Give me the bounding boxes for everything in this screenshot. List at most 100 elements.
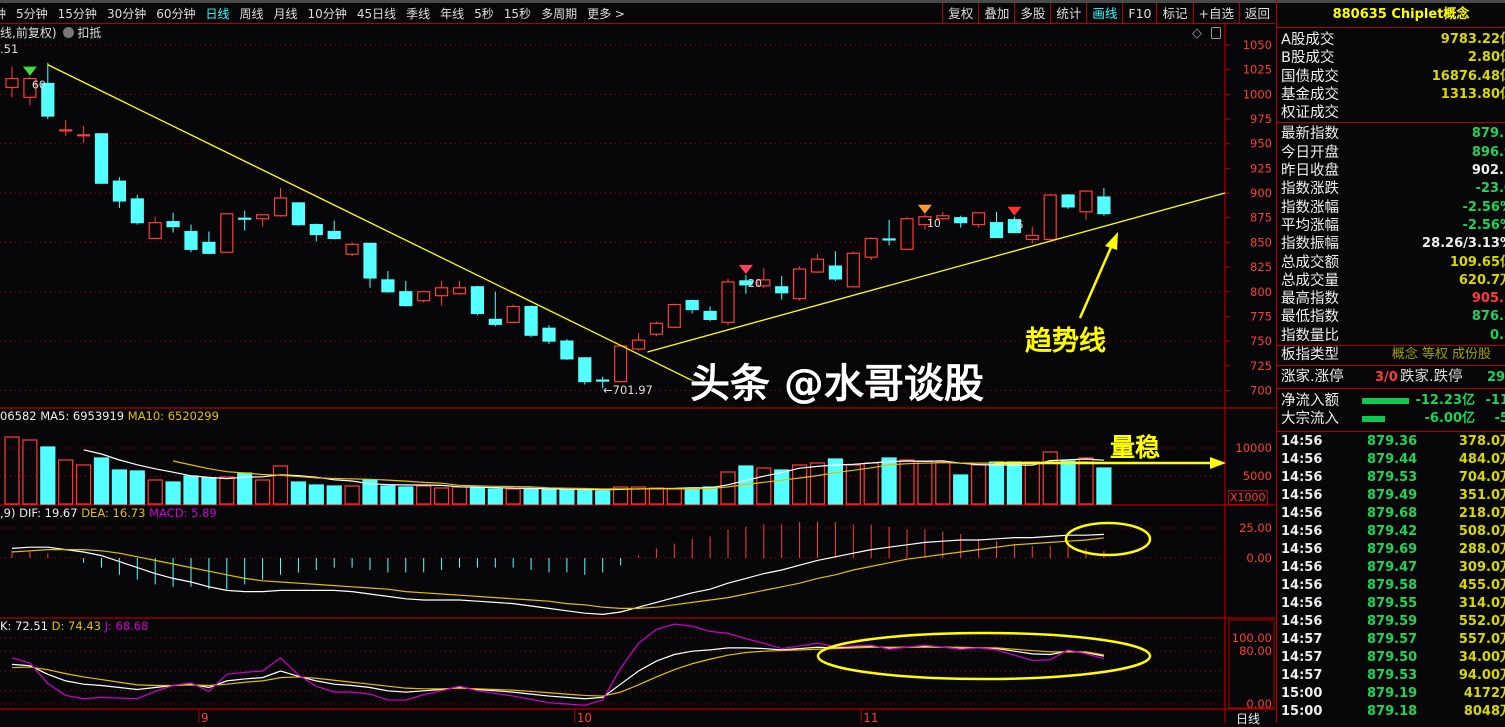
marker-label: 20 bbox=[748, 277, 762, 290]
toolbar-button[interactable]: 叠加 bbox=[978, 3, 1014, 24]
volume-bar bbox=[5, 437, 19, 504]
month-label: 11 bbox=[863, 711, 878, 723]
stats-section: 最新指数879.1今日开盘896.9昨日收盘902.2指数涨跌-23.0指数涨幅… bbox=[1277, 123, 1505, 346]
period-tab[interactable]: 多周期 bbox=[541, 5, 577, 22]
volume-bar bbox=[972, 465, 986, 504]
volume-bar bbox=[202, 478, 216, 504]
toolbar-button[interactable]: 统计 bbox=[1050, 3, 1086, 24]
tick-price: 879.50 bbox=[1367, 649, 1412, 667]
price-tick-label: 775 bbox=[1250, 309, 1272, 323]
tick-price: 879.53 bbox=[1367, 469, 1412, 487]
volume-bar bbox=[1007, 462, 1021, 504]
volume-bar bbox=[184, 476, 198, 504]
toolbar-button[interactable]: 画线 bbox=[1086, 3, 1122, 24]
volume-bar bbox=[453, 487, 467, 504]
period-tabs: 钟 5分钟 15分钟 30分钟 60分钟日线周线月线 10分钟 45日线季线年线 5秒 15秒多… bbox=[0, 5, 635, 22]
price-tick-label: 750 bbox=[1250, 334, 1272, 348]
period-tab[interactable]: 5分钟 bbox=[16, 5, 48, 22]
candle bbox=[615, 346, 627, 382]
volume-bar bbox=[435, 488, 449, 504]
tick-time: 14:57 bbox=[1281, 631, 1322, 649]
volume-bar bbox=[148, 480, 162, 504]
koudi-toggle-icon[interactable] bbox=[63, 27, 74, 38]
candle bbox=[633, 340, 645, 349]
volume-bar bbox=[811, 463, 825, 504]
period-tab[interactable]: 周线 bbox=[240, 5, 264, 22]
volume-bar bbox=[596, 491, 610, 504]
quote-panel: 880635 Chiplet概念 A股成交9783.22亿B股成交2.80亿国债… bbox=[1276, 0, 1505, 723]
volume-bar bbox=[220, 477, 234, 504]
candle bbox=[221, 214, 233, 252]
candle bbox=[597, 380, 609, 381]
tick-volume: 552.0万 bbox=[1459, 613, 1505, 631]
down-label: 跌家.跌停 bbox=[1400, 366, 1463, 389]
candle bbox=[847, 253, 859, 287]
period-tab[interactable]: 45日线 bbox=[357, 5, 396, 22]
period-tab[interactable]: 日线 bbox=[206, 5, 230, 22]
period-tab[interactable]: 更多 > bbox=[587, 5, 625, 22]
diamond-icon[interactable]: ◇ bbox=[1192, 26, 1202, 41]
period-tab[interactable]: 5秒 bbox=[474, 5, 494, 22]
volume-bar bbox=[936, 462, 950, 504]
chart-header: 线,前复权) 扣抵 bbox=[0, 26, 101, 40]
period-tab[interactable]: 30分钟 bbox=[107, 5, 146, 22]
kdj-j: J: 68.68 bbox=[105, 619, 149, 633]
candle bbox=[722, 282, 734, 322]
stat-value: 876.8 bbox=[1472, 308, 1505, 326]
candle bbox=[454, 288, 466, 294]
volume-bar bbox=[95, 458, 109, 504]
koudi-label[interactable]: 扣抵 bbox=[77, 26, 101, 40]
tick-time: 14:56 bbox=[1281, 487, 1322, 505]
toolbar-button[interactable]: 多股 bbox=[1014, 3, 1050, 24]
candle bbox=[203, 242, 215, 253]
period-tab[interactable]: 15秒 bbox=[504, 5, 531, 22]
adjust-mode[interactable]: 线,前复权) bbox=[0, 26, 57, 40]
stat-label: 最新指数 bbox=[1281, 125, 1339, 143]
period-tab[interactable]: 15分钟 bbox=[58, 5, 97, 22]
tick-price: 879.58 bbox=[1367, 577, 1412, 595]
kline-chart[interactable]: 1050102510009759509259008758508258007757… bbox=[0, 0, 1275, 723]
toolbar-button[interactable]: 标记 bbox=[1156, 3, 1192, 24]
toolbar-button[interactable]: 返回 bbox=[1239, 3, 1275, 24]
period-tab[interactable]: 10分钟 bbox=[308, 5, 347, 22]
toolbar-button[interactable]: F10 bbox=[1122, 3, 1156, 24]
toolbar-button[interactable]: +自选 bbox=[1193, 3, 1239, 24]
tick-time: 14:56 bbox=[1281, 559, 1322, 577]
candle bbox=[400, 292, 412, 306]
flow-label: 大宗流入 bbox=[1281, 410, 1339, 428]
price-tick-label: 900 bbox=[1250, 186, 1272, 200]
period-tab[interactable]: 季线 bbox=[406, 5, 430, 22]
panel-toggle-icon[interactable] bbox=[1211, 27, 1221, 39]
low-price-label: ←701.97 bbox=[603, 383, 653, 397]
tick-time: 14:56 bbox=[1281, 523, 1322, 541]
kdj-tick-label: 100.00 bbox=[1232, 631, 1272, 645]
period-tab[interactable]: 年线 bbox=[440, 5, 464, 22]
toolbar-button[interactable]: 复权 bbox=[942, 3, 978, 24]
period-tab[interactable]: 月线 bbox=[274, 5, 298, 22]
macd-params: ,9) bbox=[0, 506, 15, 520]
tick-list[interactable]: 14:56879.36378.0万14:56879.44484.0万14:568… bbox=[1277, 432, 1505, 721]
stat-label: 最高指数 bbox=[1281, 290, 1339, 308]
tick-time: 14:56 bbox=[1281, 469, 1322, 487]
period-tab[interactable]: 60分钟 bbox=[156, 5, 195, 22]
price-tick-label: 975 bbox=[1250, 112, 1272, 126]
period-tab[interactable]: 钟 bbox=[0, 5, 6, 22]
